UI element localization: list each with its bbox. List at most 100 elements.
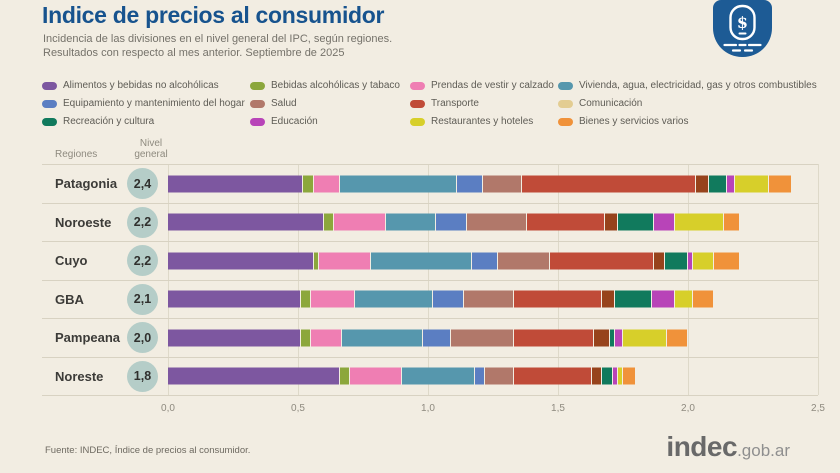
price-tag-icon: $ (723, 4, 762, 52)
bar-segment (168, 175, 304, 193)
bar-segment (693, 290, 714, 308)
bar-segment (708, 175, 727, 193)
legend-item: Transporte (410, 98, 558, 109)
bar-segment (370, 252, 473, 270)
legend-label: Recreación y cultura (63, 116, 155, 127)
bar-segment (726, 175, 735, 193)
bar-segment (622, 367, 636, 385)
legend-label: Bebidas alcohólicas y tabaco (271, 80, 400, 91)
legend-item: Comunicación (558, 98, 820, 109)
bar-segment (401, 367, 475, 385)
bar-segment (168, 213, 324, 231)
bar-segment (313, 252, 319, 270)
region-label: GBA (55, 291, 84, 307)
bar-segment (674, 213, 725, 231)
legend-item: Recreación y cultura (42, 116, 250, 127)
x-tick-label: 1,5 (551, 403, 565, 414)
stacked-bar (168, 290, 818, 308)
legend-item: Vivienda, agua, electricidad, gas y otro… (558, 80, 820, 91)
legend-label: Salud (271, 98, 297, 109)
level-column-header: Nivel general (134, 138, 168, 160)
bar-segment (342, 329, 423, 347)
legend-item: Restaurantes y hoteles (410, 116, 558, 127)
legend-label: Restaurantes y hoteles (431, 116, 534, 127)
bar-segment (594, 329, 610, 347)
nivel-general-badge: 2,2 (127, 245, 158, 277)
legend: Alimentos y bebidas no alcohólicas Bebida… (42, 80, 820, 127)
bar-segment (472, 252, 499, 270)
bar-segment (734, 175, 769, 193)
source-note: Fuente: INDEC, Índice de precios al cons… (45, 445, 251, 456)
region-row: GBA 2,1 (42, 279, 818, 319)
bar-segment (485, 367, 514, 385)
indec-logo-suffix: .gob.ar (737, 441, 790, 460)
bar-segment (526, 213, 605, 231)
bar-segment (310, 290, 356, 308)
legend-swatch-icon (558, 117, 573, 126)
bar-segment (513, 290, 603, 308)
x-tick-label: 0,0 (161, 403, 175, 414)
legend-item: Prendas de vestir y calzado (410, 80, 558, 91)
bar-segment (433, 290, 465, 308)
bar-segment (386, 213, 436, 231)
bar-segment (303, 175, 314, 193)
region-row: Cuyo 2,2 (42, 241, 818, 280)
indec-logo-main: indec (666, 431, 738, 462)
bar-segment (355, 290, 434, 308)
nivel-general-badge: 2,1 (127, 283, 158, 315)
bar-segment (168, 367, 340, 385)
regions-column-header: Regiones (55, 149, 98, 160)
legend-label: Educación (271, 116, 318, 127)
bar-segment (466, 213, 527, 231)
region-label: Patagonia (55, 176, 118, 192)
bar-segment (521, 175, 696, 193)
bar-segment (300, 329, 311, 347)
rows: Patagonia 2,4 Noroeste 2,2 Cuyo 2,2 GBA 2,1 Pamp… (42, 164, 819, 396)
bar-segment (168, 329, 301, 347)
bar-segment (617, 213, 655, 231)
bar-segment (339, 175, 457, 193)
bar-segment (622, 329, 668, 347)
region-row: Noreste 1,8 (42, 356, 818, 396)
region-row: Noroeste 2,2 (42, 202, 818, 242)
bar-segment (654, 213, 675, 231)
nivel-general-badge: 1,8 (127, 360, 158, 392)
legend-item: Equipamiento y mantenimiento del hogar (42, 98, 250, 109)
legend-item: Salud (250, 98, 410, 109)
bar-segment (435, 213, 467, 231)
bar-segment (168, 290, 301, 308)
bar-segment (713, 252, 740, 270)
region-label: Cuyo (55, 253, 88, 269)
ipc-badge: $ (713, 0, 772, 57)
x-tick-label: 1,0 (421, 403, 435, 414)
bar-segment (612, 367, 618, 385)
bar-segment (324, 213, 335, 231)
nivel-general-badge: 2,2 (127, 206, 158, 238)
legend-swatch-icon (250, 99, 265, 108)
bar-segment (604, 213, 618, 231)
legend-label: Bienes y servicios varios (579, 116, 689, 127)
stacked-bar (168, 213, 818, 231)
nivel-general-badge: 2,0 (127, 322, 158, 354)
legend-swatch-icon (42, 81, 57, 90)
legend-swatch-icon (410, 99, 425, 108)
bar-segment (651, 290, 675, 308)
bar-segment (498, 252, 551, 270)
legend-swatch-icon (42, 99, 57, 108)
region-label: Pampeana (55, 330, 121, 346)
stacked-bar (168, 367, 818, 385)
x-tick-label: 0,5 (291, 403, 305, 414)
legend-item: Bebidas alcohólicas y tabaco (250, 80, 410, 91)
legend-swatch-icon (250, 81, 265, 90)
region-row: Pampeana 2,0 (42, 318, 818, 357)
bar-segment (550, 252, 655, 270)
bar-segment (339, 367, 350, 385)
bar-segment (674, 290, 694, 308)
bar-segment (591, 367, 603, 385)
bar-segment (513, 329, 595, 347)
legend-label: Equipamiento y mantenimiento del hogar (63, 98, 245, 109)
chart-header: Regiones Nivel general (42, 137, 818, 164)
bar-segment (318, 252, 371, 270)
bar-segment (654, 252, 665, 270)
legend-swatch-icon (250, 117, 265, 126)
